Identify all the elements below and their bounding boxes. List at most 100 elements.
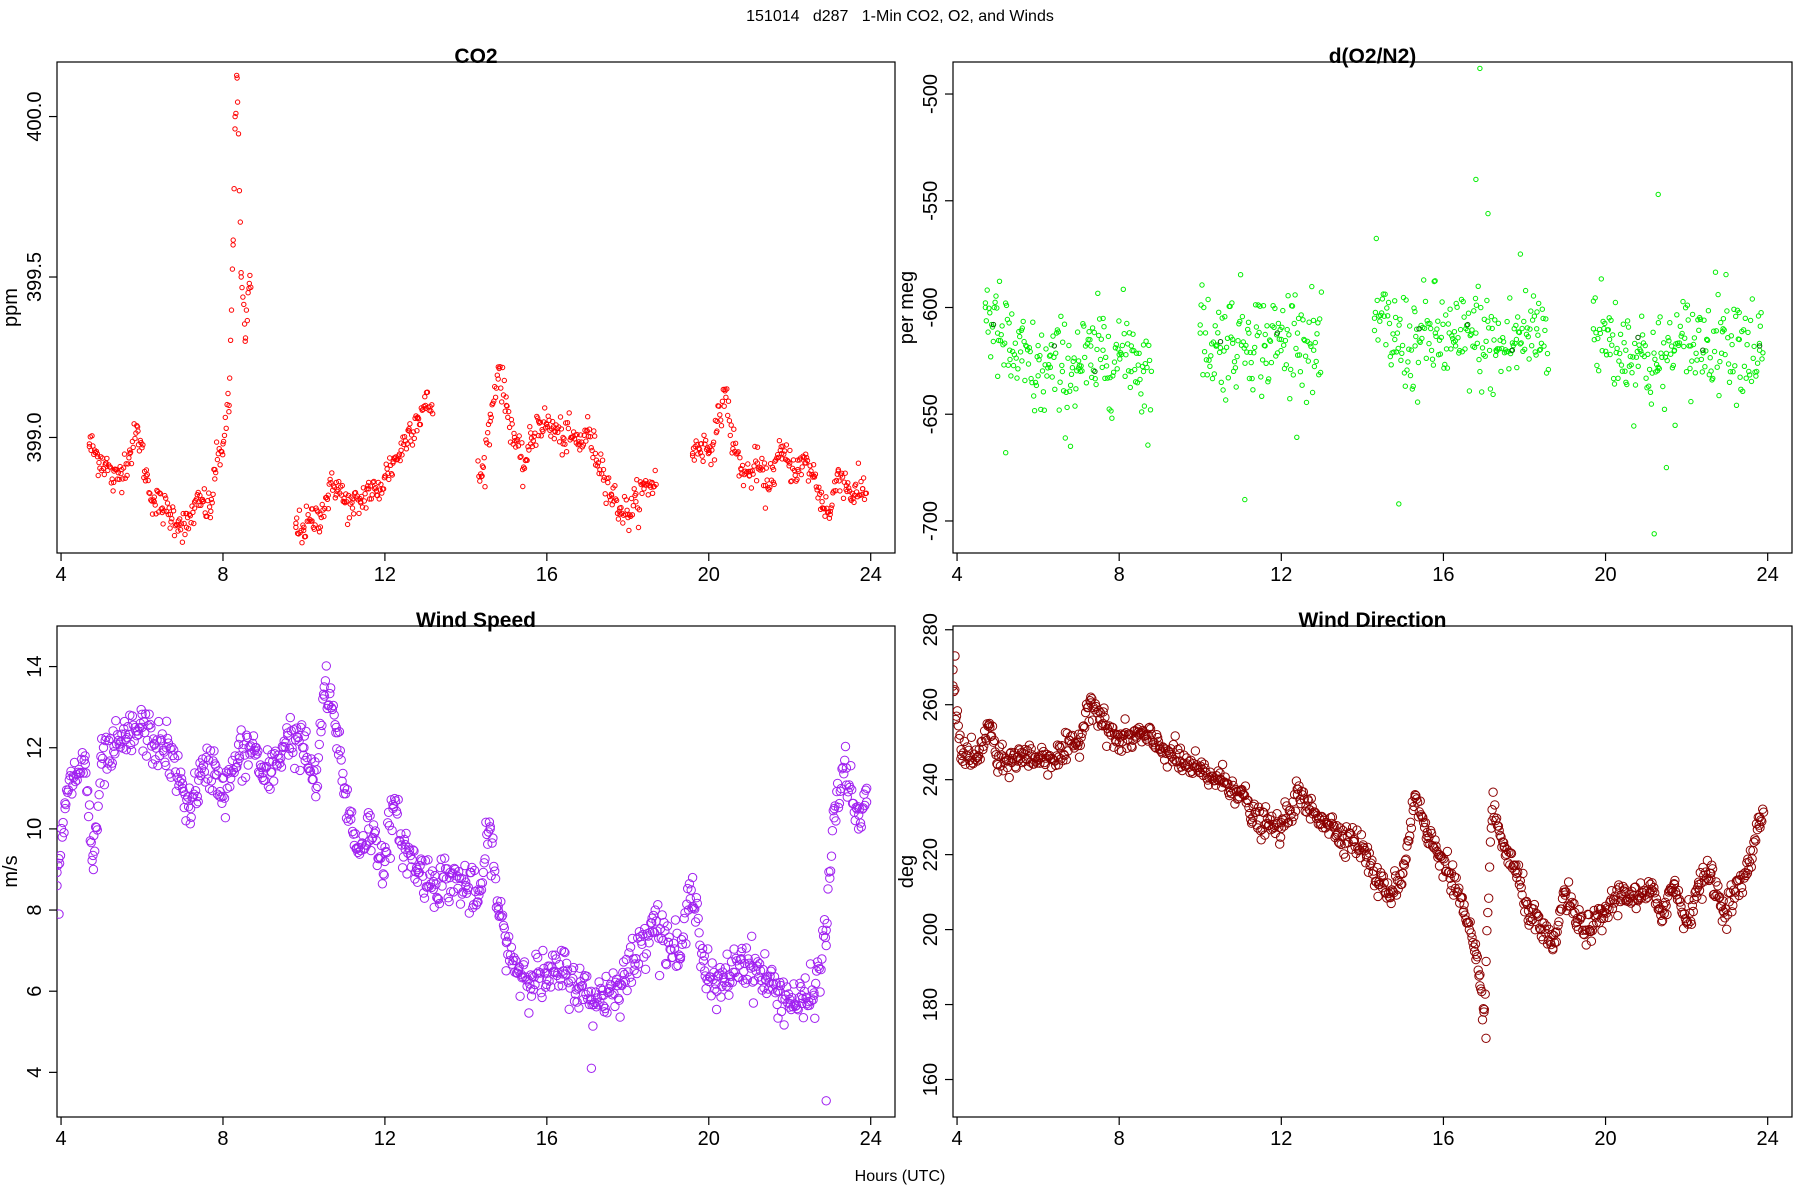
data-point: [477, 878, 488, 888]
data-point: [1707, 864, 1718, 874]
data-point: [175, 528, 181, 534]
data-point: [250, 743, 261, 753]
data-point: [119, 489, 125, 496]
data-point: [109, 747, 119, 757]
data-point: [349, 505, 356, 511]
data-point: [272, 761, 282, 771]
data-point: [982, 304, 989, 311]
data-point: [1002, 340, 1008, 346]
data-point: [780, 443, 786, 449]
data-point: [551, 436, 557, 442]
data-point: [240, 772, 251, 783]
data-point: [1392, 314, 1399, 321]
data-point: [1412, 343, 1418, 349]
data-point: [1065, 355, 1071, 361]
data-point: [1378, 871, 1389, 881]
data-point: [1468, 937, 1478, 948]
data-point: [856, 822, 866, 832]
data-point: [540, 428, 546, 434]
data-point: [1725, 361, 1732, 367]
data-point: [1469, 327, 1475, 333]
data-point: [1752, 824, 1763, 835]
data-point: [1170, 731, 1180, 741]
data-point: [97, 753, 108, 764]
data-point: [1312, 339, 1319, 346]
data-point: [92, 825, 103, 835]
data-point: [492, 896, 502, 906]
data-point: [419, 893, 430, 903]
data-point: [484, 817, 495, 827]
data-point: [1631, 903, 1641, 914]
data-point: [815, 987, 825, 997]
data-point: [1401, 854, 1411, 864]
data-point: [1404, 836, 1414, 846]
data-point: [1013, 752, 1023, 762]
data-point: [606, 475, 612, 481]
data-point: [748, 485, 755, 491]
data-point: [591, 428, 597, 434]
data-point: [220, 441, 226, 447]
data-point: [104, 455, 110, 462]
data-point: [298, 527, 304, 534]
data-point: [1514, 879, 1525, 890]
data-point: [1303, 794, 1313, 804]
panel-d-o2-n2-: d(O2/N2)4 8 12 16 20 24-500-550-600-650-700pe…: [896, 45, 1793, 586]
data-point: [1414, 807, 1425, 817]
data-point: [305, 512, 311, 518]
data-point: [999, 323, 1005, 329]
data-point: [238, 270, 244, 276]
data-point: [1519, 325, 1525, 332]
data-point: [187, 513, 194, 519]
data-point: [840, 495, 847, 501]
data-point: [1099, 364, 1105, 371]
data-point: [226, 409, 232, 415]
data-point: [1009, 311, 1015, 317]
data-point: [1220, 772, 1230, 782]
data-point: [769, 972, 780, 982]
x-tick-label: 16: [536, 1128, 558, 1150]
data-point: [1210, 339, 1217, 345]
data-point: [1140, 342, 1147, 348]
data-point: [311, 765, 322, 775]
data-point: [626, 977, 637, 987]
data-point: [427, 866, 438, 876]
data-point: [785, 999, 795, 1009]
data-point: [1287, 816, 1297, 826]
data-point: [217, 798, 227, 808]
data-point: [1040, 759, 1050, 770]
data-point: [119, 466, 125, 473]
data-point: [823, 884, 833, 894]
y-tick-label: 280: [920, 613, 942, 646]
plot-frame: [952, 625, 1793, 1118]
data-point: [1483, 907, 1493, 918]
data-point: [1522, 287, 1529, 294]
data-point: [493, 905, 503, 915]
data-point: [508, 416, 515, 423]
data-point: [1516, 882, 1526, 893]
data-point: [95, 778, 105, 788]
data-point: [68, 771, 78, 781]
data-point: [1693, 350, 1699, 356]
data-point: [1262, 813, 1273, 824]
data-point: [461, 888, 472, 898]
data-point: [388, 803, 398, 814]
data-point: [699, 453, 705, 459]
data-point: [1549, 930, 1559, 941]
data-point: [480, 464, 486, 470]
data-point: [208, 756, 218, 766]
data-point: [1058, 313, 1064, 319]
data-point: [1461, 314, 1467, 320]
data-point: [175, 518, 182, 524]
data-point: [79, 755, 89, 765]
data-point: [213, 439, 220, 445]
data-point: [626, 527, 632, 534]
data-point: [1412, 308, 1418, 315]
data-point: [1020, 318, 1026, 325]
data-point: [602, 491, 608, 497]
data-point: [534, 973, 545, 983]
data-point: [490, 866, 500, 876]
data-point: [1333, 827, 1343, 837]
data-point: [1419, 822, 1430, 833]
data-point: [1698, 356, 1705, 363]
data-point: [1375, 337, 1381, 343]
